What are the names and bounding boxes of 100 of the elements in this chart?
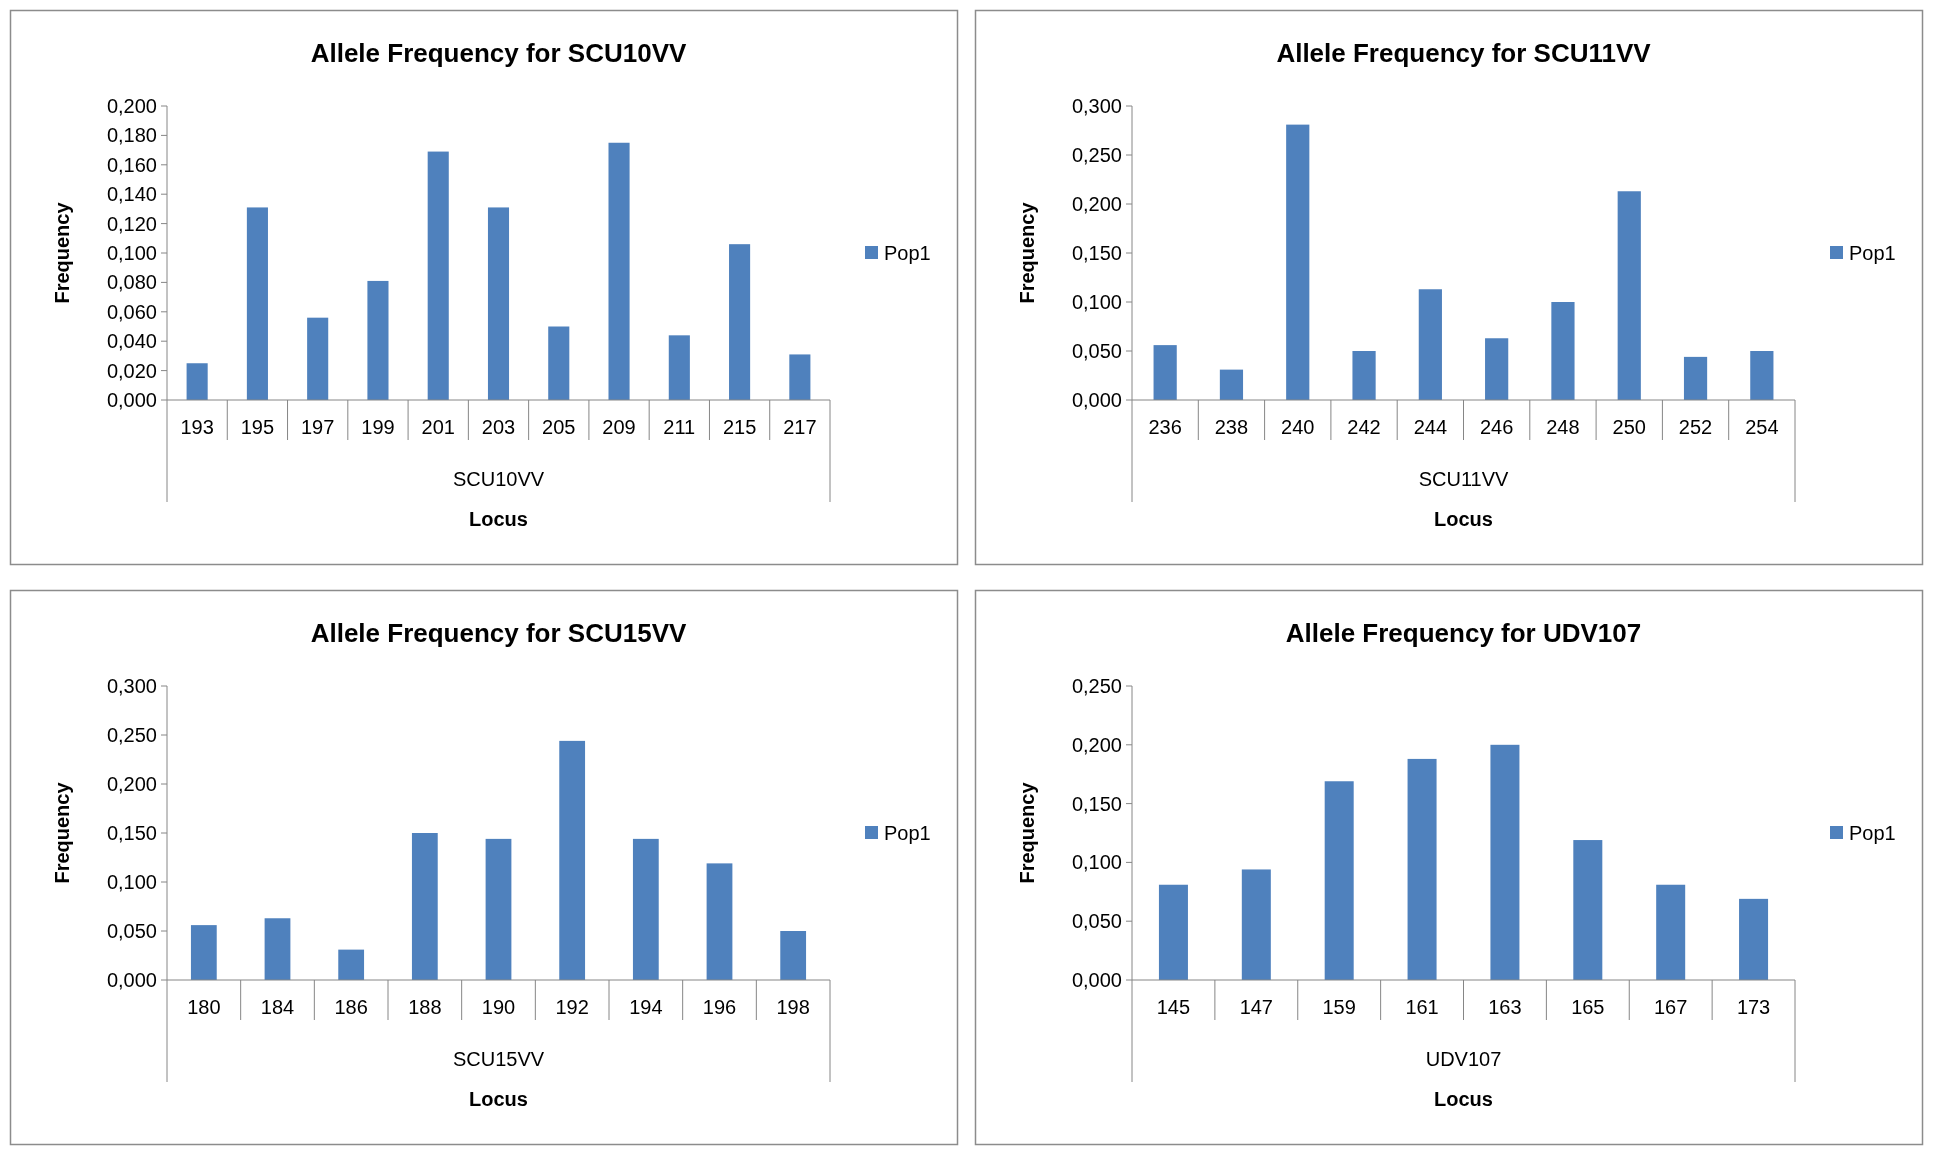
y-tick-label: 0,300 — [106, 675, 157, 697]
legend-label: Pop1 — [884, 242, 931, 264]
x-tick-label: 199 — [361, 416, 395, 438]
y-tick-label: 0,150 — [1071, 242, 1122, 264]
bar — [780, 931, 807, 980]
y-tick-label: 0,200 — [106, 95, 157, 117]
bar — [1683, 356, 1708, 400]
y-tick-label: 0,120 — [106, 212, 157, 235]
bar — [1485, 338, 1509, 400]
bar — [411, 833, 438, 980]
text: SCU15VV — [452, 1048, 545, 1070]
x-tick-label: 161 — [1405, 996, 1439, 1018]
x-tick-label: 193 — [180, 416, 214, 438]
bar — [1352, 351, 1376, 400]
x-tick-label: 205 — [542, 416, 576, 438]
bar — [1750, 351, 1774, 400]
bar — [485, 838, 512, 980]
bar — [367, 280, 389, 400]
x-tick-label: 254 — [1745, 416, 1779, 438]
bar — [1153, 345, 1177, 400]
x-tick-label: 244 — [1413, 416, 1448, 438]
x-tick-label: 196 — [702, 996, 737, 1018]
text: UDV107 — [1425, 1048, 1502, 1070]
y-tick-label: 0,060 — [106, 300, 157, 323]
bar — [1241, 869, 1271, 980]
x-tick-label: 238 — [1214, 416, 1249, 438]
y-tick-label: 0,050 — [1071, 910, 1122, 933]
y-tick-label: 0,000 — [106, 969, 157, 991]
x-tick-label: 197 — [300, 416, 335, 438]
legend-label: Pop1 — [884, 822, 931, 844]
text: SCU11VV — [1418, 468, 1509, 490]
x-tick-label: 180 — [187, 996, 221, 1018]
x-tick-label: 195 — [240, 416, 275, 438]
x-axis-title: Locus — [1434, 1088, 1493, 1110]
bar — [1407, 758, 1437, 980]
x-tick-label: 165 — [1571, 996, 1605, 1018]
bar — [608, 142, 630, 400]
x-tick-label: 240 — [1281, 416, 1315, 438]
x-tick-label: 194 — [629, 996, 663, 1018]
y-tick-label: 0,020 — [106, 359, 157, 382]
bar — [1551, 302, 1575, 400]
bar — [1286, 124, 1310, 400]
y-tick-label: 0,250 — [1071, 144, 1122, 166]
bar — [1573, 840, 1603, 980]
y-tick-label: 0,100 — [1071, 291, 1122, 313]
bar — [186, 363, 208, 400]
bar — [729, 244, 751, 400]
bar — [789, 354, 811, 400]
x-tick-label: 147 — [1239, 996, 1273, 1018]
y-tick-label: 0,160 — [106, 153, 157, 176]
bar — [427, 151, 449, 400]
bar — [1617, 191, 1641, 400]
chart-title: Allele Frequency for SCU10VV — [310, 38, 687, 68]
x-tick-label: 159 — [1322, 996, 1356, 1018]
x-tick-label: 236 — [1148, 416, 1182, 438]
x-tick-label: 246 — [1479, 416, 1514, 438]
x-tick-label: 248 — [1546, 416, 1580, 438]
y-tick-label: 0,180 — [106, 124, 157, 147]
bar — [487, 207, 510, 400]
bar — [548, 326, 570, 400]
chart-title: Allele Frequency for UDV107 — [1285, 618, 1642, 648]
bar — [1490, 744, 1520, 980]
x-tick-label: 163 — [1488, 996, 1522, 1018]
x-tick-label: 198 — [776, 996, 810, 1018]
y-tick-label: 0,250 — [106, 724, 157, 746]
y-tick-label: 0,000 — [106, 389, 157, 411]
bar — [1219, 369, 1244, 400]
y-tick-label: 0,140 — [106, 183, 157, 206]
chart-title: Allele Frequency for SCU11VV — [1276, 38, 1652, 68]
y-tick-label: 0,200 — [106, 773, 157, 795]
x-tick-label: 192 — [555, 996, 589, 1018]
y-tick-label: 0,150 — [106, 822, 157, 844]
bar — [307, 317, 329, 400]
y-tick-label: 0,200 — [1071, 733, 1122, 756]
bar — [1656, 884, 1686, 980]
y-tick-label: 0,080 — [106, 271, 157, 294]
x-tick-label: 242 — [1347, 416, 1381, 438]
x-tick-label: 167 — [1654, 996, 1688, 1018]
x-tick-label: 215 — [722, 416, 757, 438]
x-tick-label: 217 — [783, 416, 817, 438]
bar — [246, 207, 268, 400]
legend-label: Pop1 — [1849, 822, 1896, 844]
bar — [706, 863, 733, 980]
y-tick-label: 0,050 — [1071, 340, 1122, 362]
bar — [1158, 884, 1188, 980]
y-tick-label: 0,100 — [1071, 851, 1122, 874]
x-tick-label: 184 — [260, 996, 295, 1018]
x-tick-label: 201 — [421, 416, 455, 438]
y-tick-label: 0,000 — [1071, 969, 1122, 991]
x-tick-label: 190 — [481, 996, 516, 1018]
x-tick-label: 252 — [1678, 416, 1713, 438]
legend-label: Pop1 — [1849, 242, 1896, 264]
x-axis-title: Locus — [469, 1088, 528, 1110]
x-axis-title: Locus — [1434, 508, 1493, 530]
y-tick-label: 0,250 — [1071, 675, 1122, 697]
bar — [190, 925, 217, 980]
bar — [1739, 898, 1769, 980]
bar — [264, 918, 291, 980]
y-tick-label: 0,000 — [1071, 389, 1122, 411]
y-axis-title: Frequency — [51, 781, 73, 884]
